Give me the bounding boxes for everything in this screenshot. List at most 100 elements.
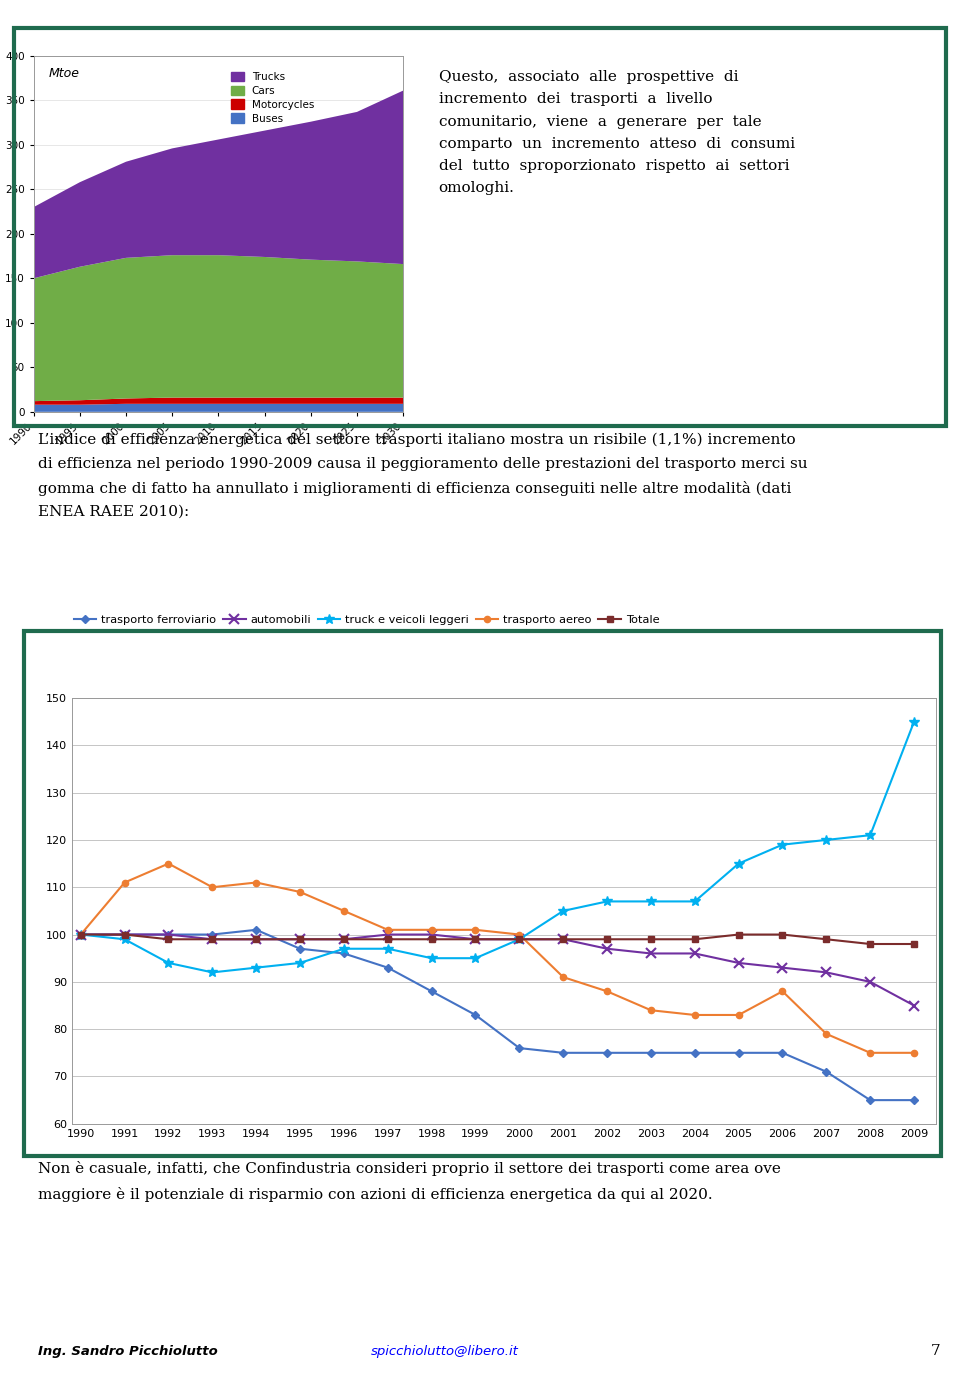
Totale <box>206 931 218 948</box>
automobili <box>469 931 481 948</box>
truck e veicoli leggeri <box>382 941 394 958</box>
Text: 7: 7 <box>931 1344 941 1358</box>
Totale <box>514 931 525 948</box>
trasporto aereo <box>338 903 349 920</box>
truck e veicoli leggeri <box>75 926 86 942</box>
trasporto ferroviario <box>601 1044 612 1061</box>
truck e veicoli leggeri <box>645 893 657 910</box>
automobili <box>864 973 876 990</box>
trasporto ferroviario <box>119 926 131 942</box>
Line: automobili: automobili <box>76 930 919 1011</box>
Totale <box>558 931 569 948</box>
truck e veicoli leggeri <box>251 959 262 976</box>
truck e veicoli leggeri <box>469 949 481 966</box>
Totale <box>777 926 788 942</box>
trasporto aereo <box>469 921 481 938</box>
automobili <box>295 931 306 948</box>
trasporto ferroviario <box>821 1064 832 1081</box>
Totale <box>908 935 920 952</box>
Totale <box>469 931 481 948</box>
Totale <box>821 931 832 948</box>
truck e veicoli leggeri <box>514 931 525 948</box>
truck e veicoli leggeri <box>732 856 744 872</box>
automobili <box>119 926 131 942</box>
Totale <box>689 931 701 948</box>
truck e veicoli leggeri <box>558 903 569 920</box>
trasporto ferroviario <box>864 1092 876 1108</box>
trasporto aereo <box>514 926 525 942</box>
trasporto ferroviario <box>426 983 438 1000</box>
automobili <box>426 926 438 942</box>
truck e veicoli leggeri <box>119 931 131 948</box>
Line: Totale: Totale <box>78 931 917 946</box>
trasporto aereo <box>119 874 131 891</box>
automobili <box>645 945 657 962</box>
trasporto ferroviario <box>75 926 86 942</box>
automobili <box>163 926 175 942</box>
Text: Questo,  associato  alle  prospettive  di
incremento  dei  trasporti  a  livello: Questo, associato alle prospettive di in… <box>439 70 795 195</box>
trasporto aereo <box>558 969 569 986</box>
trasporto aereo <box>206 879 218 896</box>
trasporto aereo <box>864 1044 876 1061</box>
automobili <box>689 945 701 962</box>
trasporto aereo <box>908 1044 920 1061</box>
truck e veicoli leggeri <box>864 826 876 843</box>
trasporto aereo <box>163 856 175 872</box>
Totale <box>732 926 744 942</box>
automobili <box>382 926 394 942</box>
trasporto ferroviario <box>558 1044 569 1061</box>
Totale <box>163 931 175 948</box>
Legend: trasporto ferroviario, automobili, truck e veicoli leggeri, trasporto aereo, Tot: trasporto ferroviario, automobili, truck… <box>69 610 663 630</box>
Legend: Trucks, Cars, Motorcycles, Buses: Trucks, Cars, Motorcycles, Buses <box>231 71 314 124</box>
trasporto ferroviario <box>163 926 175 942</box>
trasporto aereo <box>689 1007 701 1023</box>
trasporto ferroviario <box>514 1040 525 1057</box>
truck e veicoli leggeri <box>821 832 832 849</box>
trasporto aereo <box>426 921 438 938</box>
Text: L’indice di efficienza energetica del settore trasporti italiano mostra un risib: L’indice di efficienza energetica del se… <box>38 433 808 519</box>
automobili <box>75 926 86 942</box>
trasporto aereo <box>777 983 788 1000</box>
Totale <box>382 931 394 948</box>
truck e veicoli leggeri <box>295 955 306 972</box>
Totale <box>645 931 657 948</box>
automobili <box>908 997 920 1013</box>
automobili <box>558 931 569 948</box>
Line: trasporto ferroviario: trasporto ferroviario <box>78 927 917 1103</box>
trasporto ferroviario <box>295 941 306 958</box>
automobili <box>777 959 788 976</box>
Text: Non è casuale, infatti, che Confindustria consideri proprio il settore dei trasp: Non è casuale, infatti, che Confindustri… <box>38 1161 781 1202</box>
trasporto aereo <box>251 874 262 891</box>
Totale <box>426 931 438 948</box>
trasporto aereo <box>645 1002 657 1019</box>
trasporto aereo <box>601 983 612 1000</box>
trasporto aereo <box>295 884 306 900</box>
Text: spicchiolutto@libero.it: spicchiolutto@libero.it <box>371 1344 518 1358</box>
Totale <box>601 931 612 948</box>
truck e veicoli leggeri <box>777 836 788 853</box>
Totale <box>338 931 349 948</box>
trasporto ferroviario <box>908 1092 920 1108</box>
automobili <box>251 931 262 948</box>
automobili <box>821 965 832 981</box>
truck e veicoli leggeri <box>908 713 920 730</box>
Line: truck e veicoli leggeri: truck e veicoli leggeri <box>76 716 920 977</box>
trasporto aereo <box>75 926 86 942</box>
trasporto ferroviario <box>382 959 394 976</box>
trasporto ferroviario <box>338 945 349 962</box>
Line: trasporto aereo: trasporto aereo <box>78 860 917 1055</box>
Text: Mtoe: Mtoe <box>48 67 80 80</box>
trasporto aereo <box>382 921 394 938</box>
truck e veicoli leggeri <box>426 949 438 966</box>
trasporto ferroviario <box>206 926 218 942</box>
automobili <box>206 931 218 948</box>
trasporto ferroviario <box>689 1044 701 1061</box>
trasporto aereo <box>732 1007 744 1023</box>
truck e veicoli leggeri <box>206 965 218 981</box>
truck e veicoli leggeri <box>163 955 175 972</box>
truck e veicoli leggeri <box>338 941 349 958</box>
truck e veicoli leggeri <box>601 893 612 910</box>
trasporto aereo <box>821 1026 832 1043</box>
automobili <box>514 931 525 948</box>
automobili <box>732 955 744 972</box>
